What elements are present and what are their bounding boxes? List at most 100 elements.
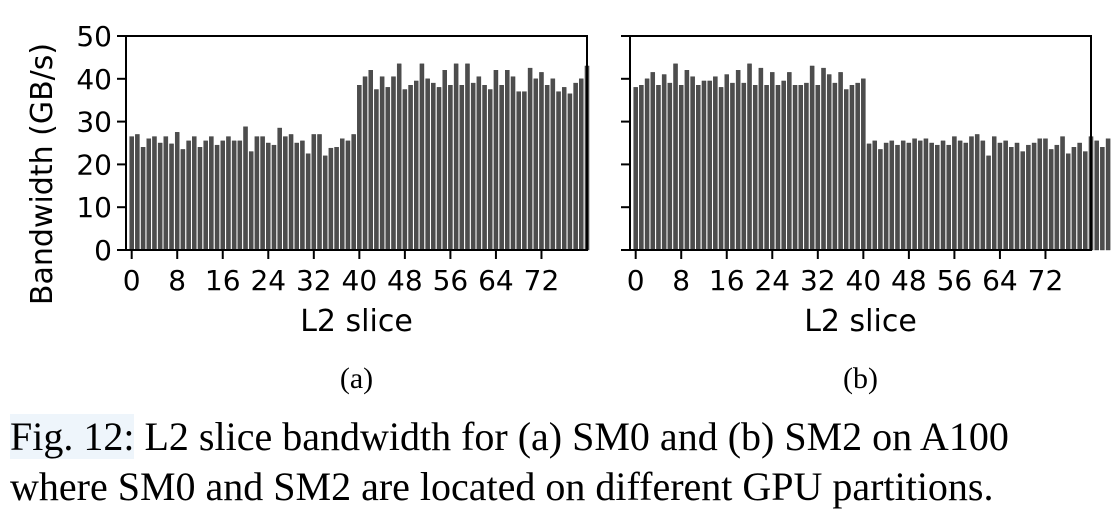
bar-a-67 bbox=[510, 76, 516, 251]
x-tick-label-a-40: 40 bbox=[342, 264, 378, 297]
x-tick-label-a-0: 0 bbox=[123, 264, 141, 297]
bar-b-31 bbox=[809, 65, 815, 251]
bar-a-51 bbox=[419, 63, 425, 251]
bar-b-44 bbox=[883, 142, 889, 251]
bar-a-45 bbox=[385, 87, 391, 251]
x-tick-label-a-48: 48 bbox=[387, 264, 423, 297]
bars-b bbox=[633, 63, 1111, 251]
y-tick-label-a-20: 20 bbox=[76, 148, 112, 181]
bar-a-21 bbox=[248, 151, 254, 251]
bar-b-66 bbox=[1009, 147, 1014, 251]
x-ticks-a: 0 8 16 24 32 40 48 56 64 72 bbox=[123, 250, 560, 297]
bar-a-65 bbox=[499, 85, 504, 251]
bar-b-25 bbox=[775, 85, 781, 251]
bar-b-33 bbox=[821, 67, 826, 251]
bar-a-25 bbox=[271, 144, 277, 251]
bar-a-60 bbox=[470, 82, 476, 251]
bar-b-52 bbox=[929, 142, 934, 251]
bar-b-34 bbox=[826, 74, 832, 251]
bar-a-36 bbox=[334, 147, 339, 251]
bar-b-21 bbox=[752, 85, 758, 251]
bar-a-2 bbox=[140, 147, 146, 251]
y-tick-label-a-50: 50 bbox=[76, 20, 112, 53]
bar-b-79 bbox=[1083, 151, 1088, 251]
bar-a-28 bbox=[288, 134, 294, 251]
bar-a-77 bbox=[567, 93, 573, 251]
bar-a-43 bbox=[374, 89, 379, 251]
bar-b-71 bbox=[1037, 138, 1043, 251]
bar-b-48 bbox=[906, 142, 912, 251]
bar-a-76 bbox=[561, 87, 567, 251]
bar-a-64 bbox=[493, 70, 499, 251]
bar-a-35 bbox=[328, 147, 334, 251]
bar-a-8 bbox=[174, 132, 180, 251]
bar-a-49 bbox=[408, 85, 413, 251]
bar-b-63 bbox=[992, 136, 997, 251]
bar-b-8 bbox=[678, 85, 684, 251]
plot-frame-b bbox=[629, 35, 1092, 251]
bar-a-11 bbox=[192, 136, 197, 251]
bar-b-28 bbox=[792, 85, 798, 251]
caption-text: L2 slice bandwidth for (a) SM0 and (b) S… bbox=[10, 414, 1009, 509]
bar-a-26 bbox=[277, 127, 282, 251]
bar-b-26 bbox=[781, 80, 786, 251]
bar-a-41 bbox=[362, 76, 368, 251]
bar-b-19 bbox=[741, 82, 747, 251]
bar-b-54 bbox=[940, 140, 946, 251]
bar-a-46 bbox=[391, 76, 396, 251]
bar-b-75 bbox=[1060, 136, 1065, 251]
bar-b-68 bbox=[1020, 151, 1025, 251]
bar-b-37 bbox=[844, 89, 849, 251]
x-tick-label-a-72: 72 bbox=[524, 264, 560, 297]
bar-b-13 bbox=[707, 80, 712, 251]
bar-b-64 bbox=[997, 142, 1003, 251]
bar-b-77 bbox=[1071, 147, 1077, 251]
bar-b-32 bbox=[815, 85, 821, 251]
bar-b-40 bbox=[861, 78, 866, 251]
bar-a-55 bbox=[442, 70, 447, 251]
bar-b-43 bbox=[878, 149, 883, 251]
bar-b-16 bbox=[724, 74, 730, 251]
bars-a bbox=[129, 63, 590, 251]
bar-b-69 bbox=[1026, 144, 1031, 251]
bar-b-1 bbox=[639, 85, 644, 251]
bar-a-13 bbox=[203, 140, 208, 251]
bar-a-32 bbox=[311, 134, 317, 251]
bar-a-70 bbox=[527, 67, 533, 251]
bar-b-36 bbox=[838, 72, 843, 251]
x-tick-label-a-8: 8 bbox=[168, 264, 186, 297]
bar-a-48 bbox=[402, 89, 408, 251]
bar-a-4 bbox=[152, 136, 157, 251]
bar-b-67 bbox=[1014, 142, 1020, 251]
bar-a-31 bbox=[305, 153, 311, 251]
bar-a-33 bbox=[317, 134, 322, 251]
bar-a-44 bbox=[379, 76, 385, 251]
x-tick-label-b-72: 72 bbox=[1028, 264, 1064, 297]
y-tick-label-a-10: 10 bbox=[76, 191, 112, 224]
y-tick-label-a-30: 30 bbox=[76, 106, 112, 139]
bar-a-53 bbox=[431, 82, 436, 251]
bar-a-58 bbox=[459, 85, 465, 251]
bar-b-9 bbox=[684, 70, 690, 251]
bar-a-56 bbox=[448, 85, 453, 251]
bar-a-42 bbox=[368, 70, 373, 251]
bar-b-65 bbox=[1003, 140, 1008, 251]
panel-b: 0 8 16 24 32 40 48 56 64 72 L2 slice (b) bbox=[621, 35, 1111, 395]
bar-a-71 bbox=[533, 78, 539, 251]
bar-a-54 bbox=[436, 87, 442, 251]
bar-a-30 bbox=[300, 140, 305, 251]
bar-b-22 bbox=[758, 67, 764, 251]
x-tick-label-b-56: 56 bbox=[937, 264, 973, 297]
bar-a-73 bbox=[544, 85, 550, 251]
bar-a-20 bbox=[243, 126, 248, 251]
bar-b-73 bbox=[1048, 149, 1054, 251]
bar-b-60 bbox=[974, 134, 980, 251]
y-ticks-a: 0 10 20 30 40 50 bbox=[76, 20, 126, 267]
bar-b-53 bbox=[935, 144, 940, 251]
bar-a-22 bbox=[254, 136, 260, 251]
bar-a-15 bbox=[214, 144, 220, 251]
y-axis-label-a: Bandwidth (GB/s) bbox=[25, 43, 60, 305]
bar-b-49 bbox=[912, 138, 917, 251]
